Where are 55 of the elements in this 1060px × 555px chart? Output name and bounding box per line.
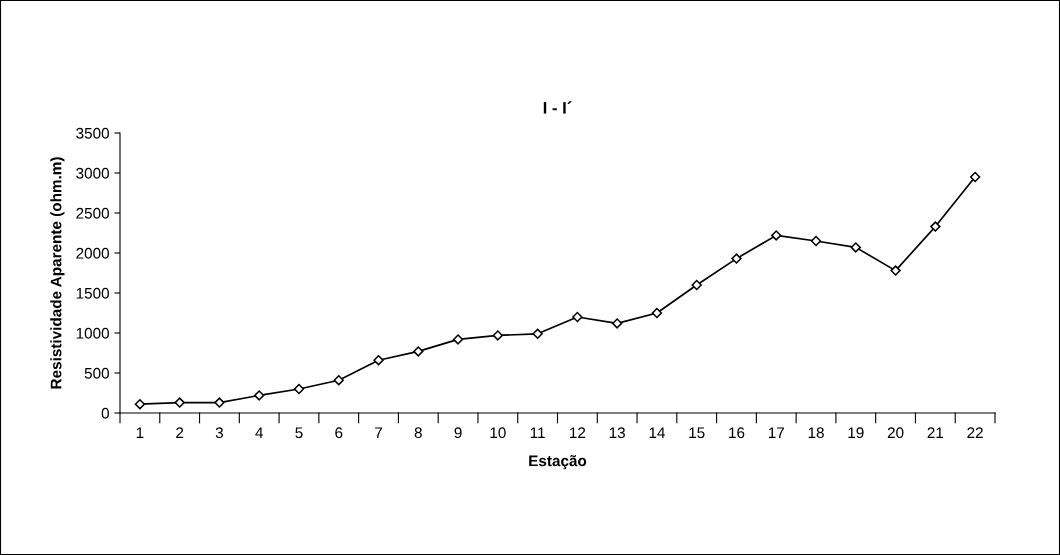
x-tick-label: 11 [530, 427, 545, 438]
point [651, 307, 663, 319]
point [492, 330, 504, 341]
point [532, 328, 543, 339]
x-tick-label: 4 [255, 427, 264, 438]
point [810, 235, 822, 247]
point [771, 230, 782, 241]
x-tick-label: 10 [490, 427, 506, 439]
x-tick-label: 8 [414, 427, 422, 439]
x-tick-label: 2 [176, 427, 184, 438]
x-tick-label: 15 [689, 427, 705, 439]
point [333, 375, 344, 386]
y-tick-label: 1500 [76, 287, 109, 299]
x-tick-label: 9 [454, 427, 462, 439]
x-tick-label: 19 [848, 427, 864, 439]
x-tick-label: 3 [215, 427, 224, 439]
chart-title: I - I´ [543, 101, 572, 114]
x-tick-label: 14 [649, 427, 665, 438]
x-tick-label: 12 [570, 427, 586, 438]
point [413, 346, 424, 357]
y-tick-label: 3000 [76, 167, 109, 179]
y-tick-label: 2000 [76, 247, 109, 259]
point [890, 265, 901, 276]
point [134, 399, 146, 410]
point [174, 397, 185, 408]
point [373, 355, 384, 366]
point [254, 390, 265, 401]
point [850, 242, 861, 253]
y-axis-title: Resistividade Aparente (ohm.m) [50, 157, 65, 389]
y-tick-label: 1000 [76, 327, 109, 339]
x-tick-label: 7 [375, 427, 382, 438]
y-tick-label: 3500 [76, 127, 109, 139]
point [930, 221, 941, 232]
y-tick-label: 500 [84, 367, 109, 379]
point [293, 383, 305, 395]
x-tick-label: 5 [295, 427, 303, 439]
point [611, 318, 623, 329]
point [691, 279, 702, 291]
point [214, 397, 225, 408]
x-tick-label: 20 [887, 427, 904, 439]
x-tick-label: 1 [136, 427, 144, 438]
x-tick-label: 16 [729, 427, 745, 439]
x-tick-label: 13 [609, 427, 625, 439]
point [969, 171, 981, 183]
x-tick-label: 18 [808, 427, 824, 439]
x-tick-label: 22 [967, 427, 983, 438]
y-tick-label: 0 [101, 407, 109, 419]
x-axis-title: Estação [529, 455, 587, 470]
point [572, 311, 583, 323]
x-tick-label: 17 [768, 427, 784, 438]
y-tick-label: 2500 [76, 207, 109, 219]
x-tick-label: 21 [927, 427, 944, 438]
point [731, 253, 742, 264]
x-tick-label: 6 [335, 427, 343, 439]
point [452, 334, 464, 345]
